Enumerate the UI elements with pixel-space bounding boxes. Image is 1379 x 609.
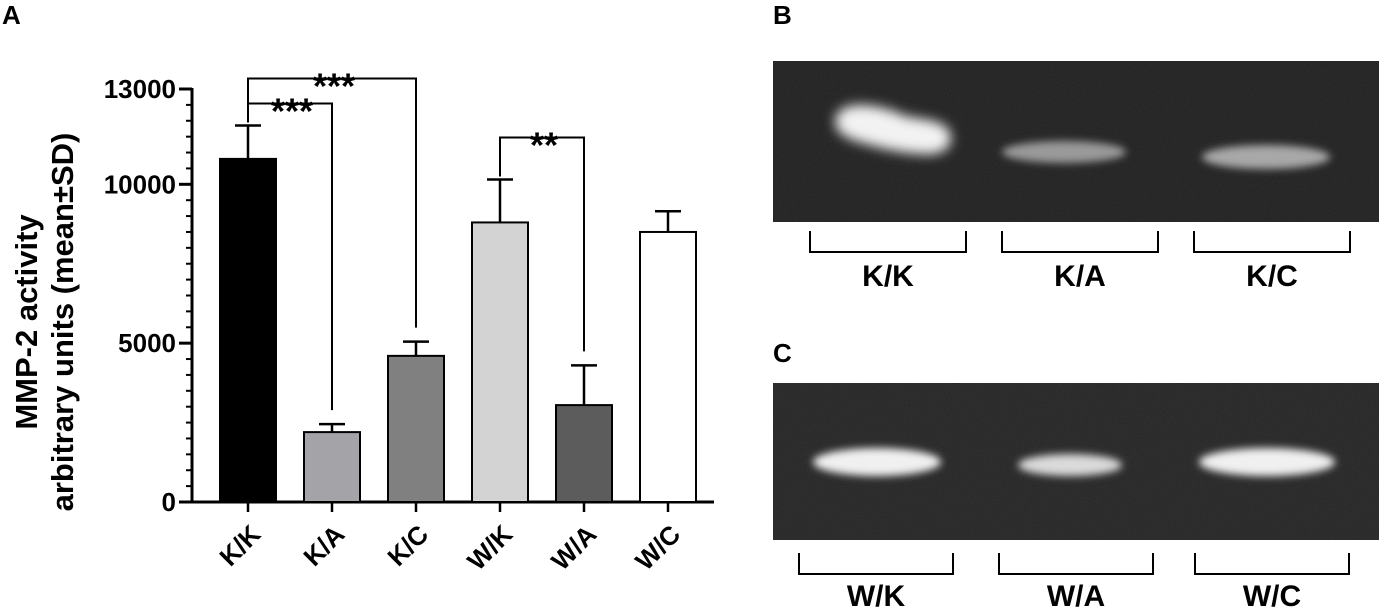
gel-c-band-wk — [813, 448, 941, 476]
x-tick-label: W/C — [629, 519, 686, 576]
gel-b-band-ka — [1002, 141, 1126, 163]
x-tick-label: K/K — [213, 519, 266, 572]
bar-w-c — [639, 230, 697, 503]
x-tick-label: W/A — [545, 519, 602, 576]
lane-label: W/C — [1243, 580, 1301, 609]
significance-label: ** — [530, 125, 558, 166]
gel-b-band-kc — [1202, 145, 1330, 169]
lane-label: K/K — [862, 260, 914, 293]
y-axis-label-line2: arbitrary units (mean±SD) — [45, 133, 80, 512]
lane-label: W/A — [1047, 580, 1105, 609]
panel-a-letter: A — [2, 0, 21, 30]
gel-b-band-kk — [835, 104, 951, 155]
lane-bracket — [798, 553, 954, 575]
significance-label: *** — [271, 91, 313, 132]
x-tick-label: K/A — [297, 519, 350, 572]
bar-k-c — [387, 354, 445, 503]
panel-c-letter: C — [773, 338, 792, 368]
gel-c — [773, 383, 1379, 540]
gel-c-band-wa — [1018, 454, 1122, 476]
x-tick-label: W/K — [461, 519, 518, 576]
bar-w-k — [471, 221, 529, 504]
lane-bracket — [1194, 553, 1350, 575]
significance-label: *** — [313, 66, 355, 107]
x-tick-label: K/C — [381, 519, 434, 572]
lane-label: K/C — [1246, 260, 1298, 293]
lane-bracket — [1001, 231, 1159, 253]
gel-c-band-wc — [1199, 448, 1335, 476]
y-tick-label: 13000 — [104, 74, 176, 104]
lane-label: W/K — [847, 580, 906, 609]
bar-chart: MMP-2 activity arbitrary units (mean±SD)… — [9, 66, 714, 576]
y-axis-label: MMP-2 activity arbitrary units (mean±SD) — [9, 133, 80, 512]
bar-w-a — [555, 404, 613, 504]
y-tick-label: 5000 — [118, 328, 176, 358]
lane-bracket — [809, 231, 967, 253]
lane-bracket — [1193, 231, 1351, 253]
gel-b-lane-brackets: K/K K/A K/C — [809, 231, 1351, 293]
lane-label: K/A — [1054, 260, 1106, 293]
gel-b — [773, 61, 1379, 222]
significance-bracket — [247, 77, 417, 328]
lane-bracket — [998, 553, 1154, 575]
y-axis-label-line1: MMP-2 activity — [9, 214, 44, 430]
y-tick-label: 0 — [162, 487, 176, 517]
y-tick-label: 10000 — [104, 169, 176, 199]
gel-c-lane-brackets: W/K W/A W/C — [798, 553, 1350, 609]
panel-b-letter: B — [773, 0, 792, 30]
bar-k-a — [303, 431, 361, 504]
significance-bracket — [499, 136, 585, 352]
bar-k-k — [219, 157, 277, 503]
